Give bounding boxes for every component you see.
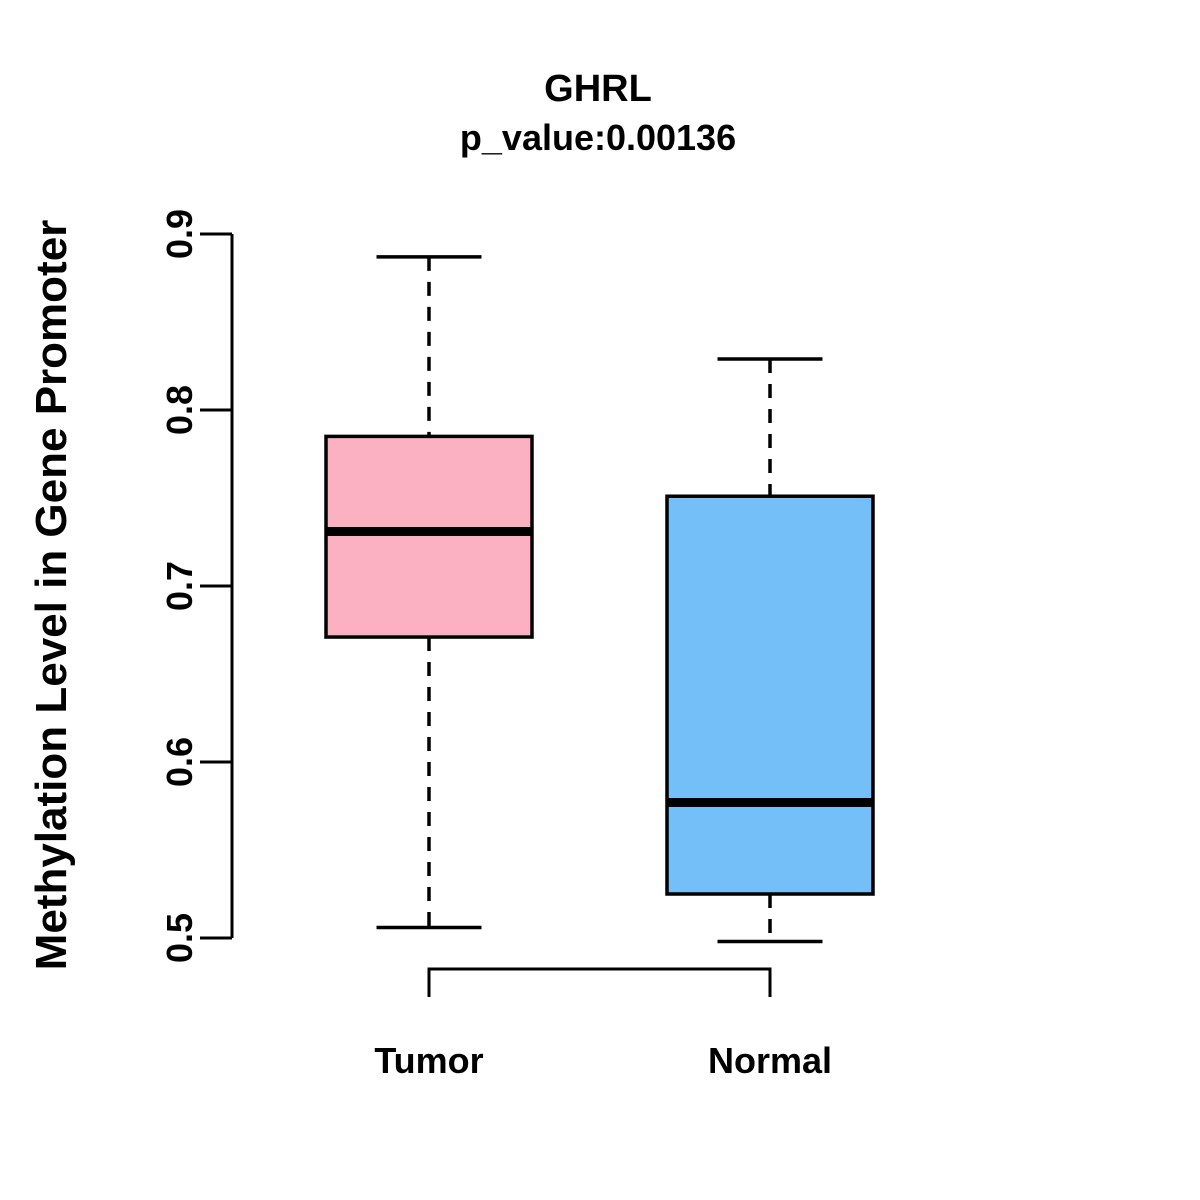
comparison-bracket	[427, 967, 772, 997]
y-tick-label: 0.6	[159, 737, 200, 787]
chart-subtitle: p_value:0.00136	[459, 117, 737, 158]
tumor-box	[324, 434, 534, 639]
y-tick-label: 0.9	[159, 209, 200, 259]
y-tick-label: 0.7	[159, 561, 200, 611]
x-category-label-normal: Normal	[708, 1040, 832, 1081]
x-category-label-tumor: Tumor	[374, 1040, 483, 1081]
normal-box	[665, 494, 875, 896]
y-tick-label: 0.5	[159, 913, 200, 963]
y-tick-label: 0.8	[159, 385, 200, 435]
chart-title: GHRL	[544, 68, 652, 110]
